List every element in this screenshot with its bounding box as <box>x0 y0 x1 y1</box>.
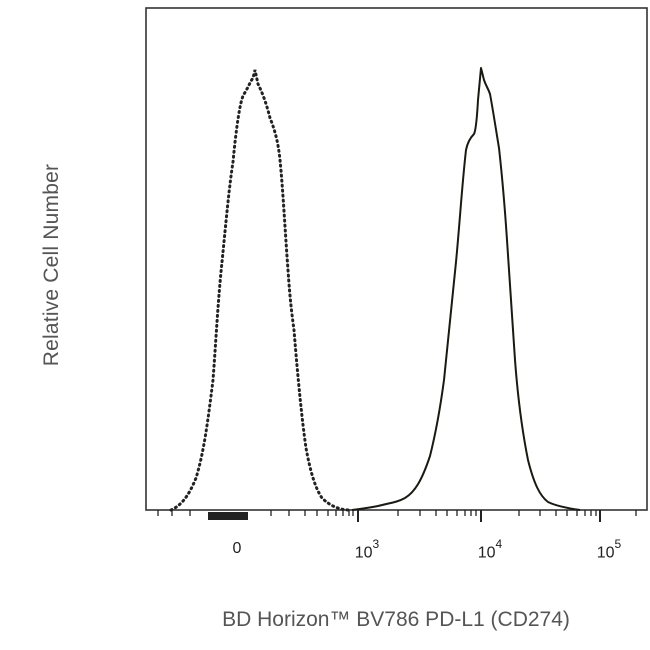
y-axis-label: Relative Cell Number <box>40 163 63 367</box>
x-tick-1e5: 105 <box>596 537 622 562</box>
x-axis-ticks <box>157 510 637 522</box>
x-tick-1e3: 103 <box>354 537 380 562</box>
plot-frame <box>145 7 648 511</box>
x-tick-1e4: 104 <box>477 537 503 562</box>
x-tick-0: 0 <box>232 540 242 557</box>
x-axis-label: BD Horizon™ BV786 PD-L1 (CD274) <box>222 608 570 631</box>
pd-l1-stained-curve <box>351 67 581 511</box>
isotype-control-curve <box>169 69 352 512</box>
